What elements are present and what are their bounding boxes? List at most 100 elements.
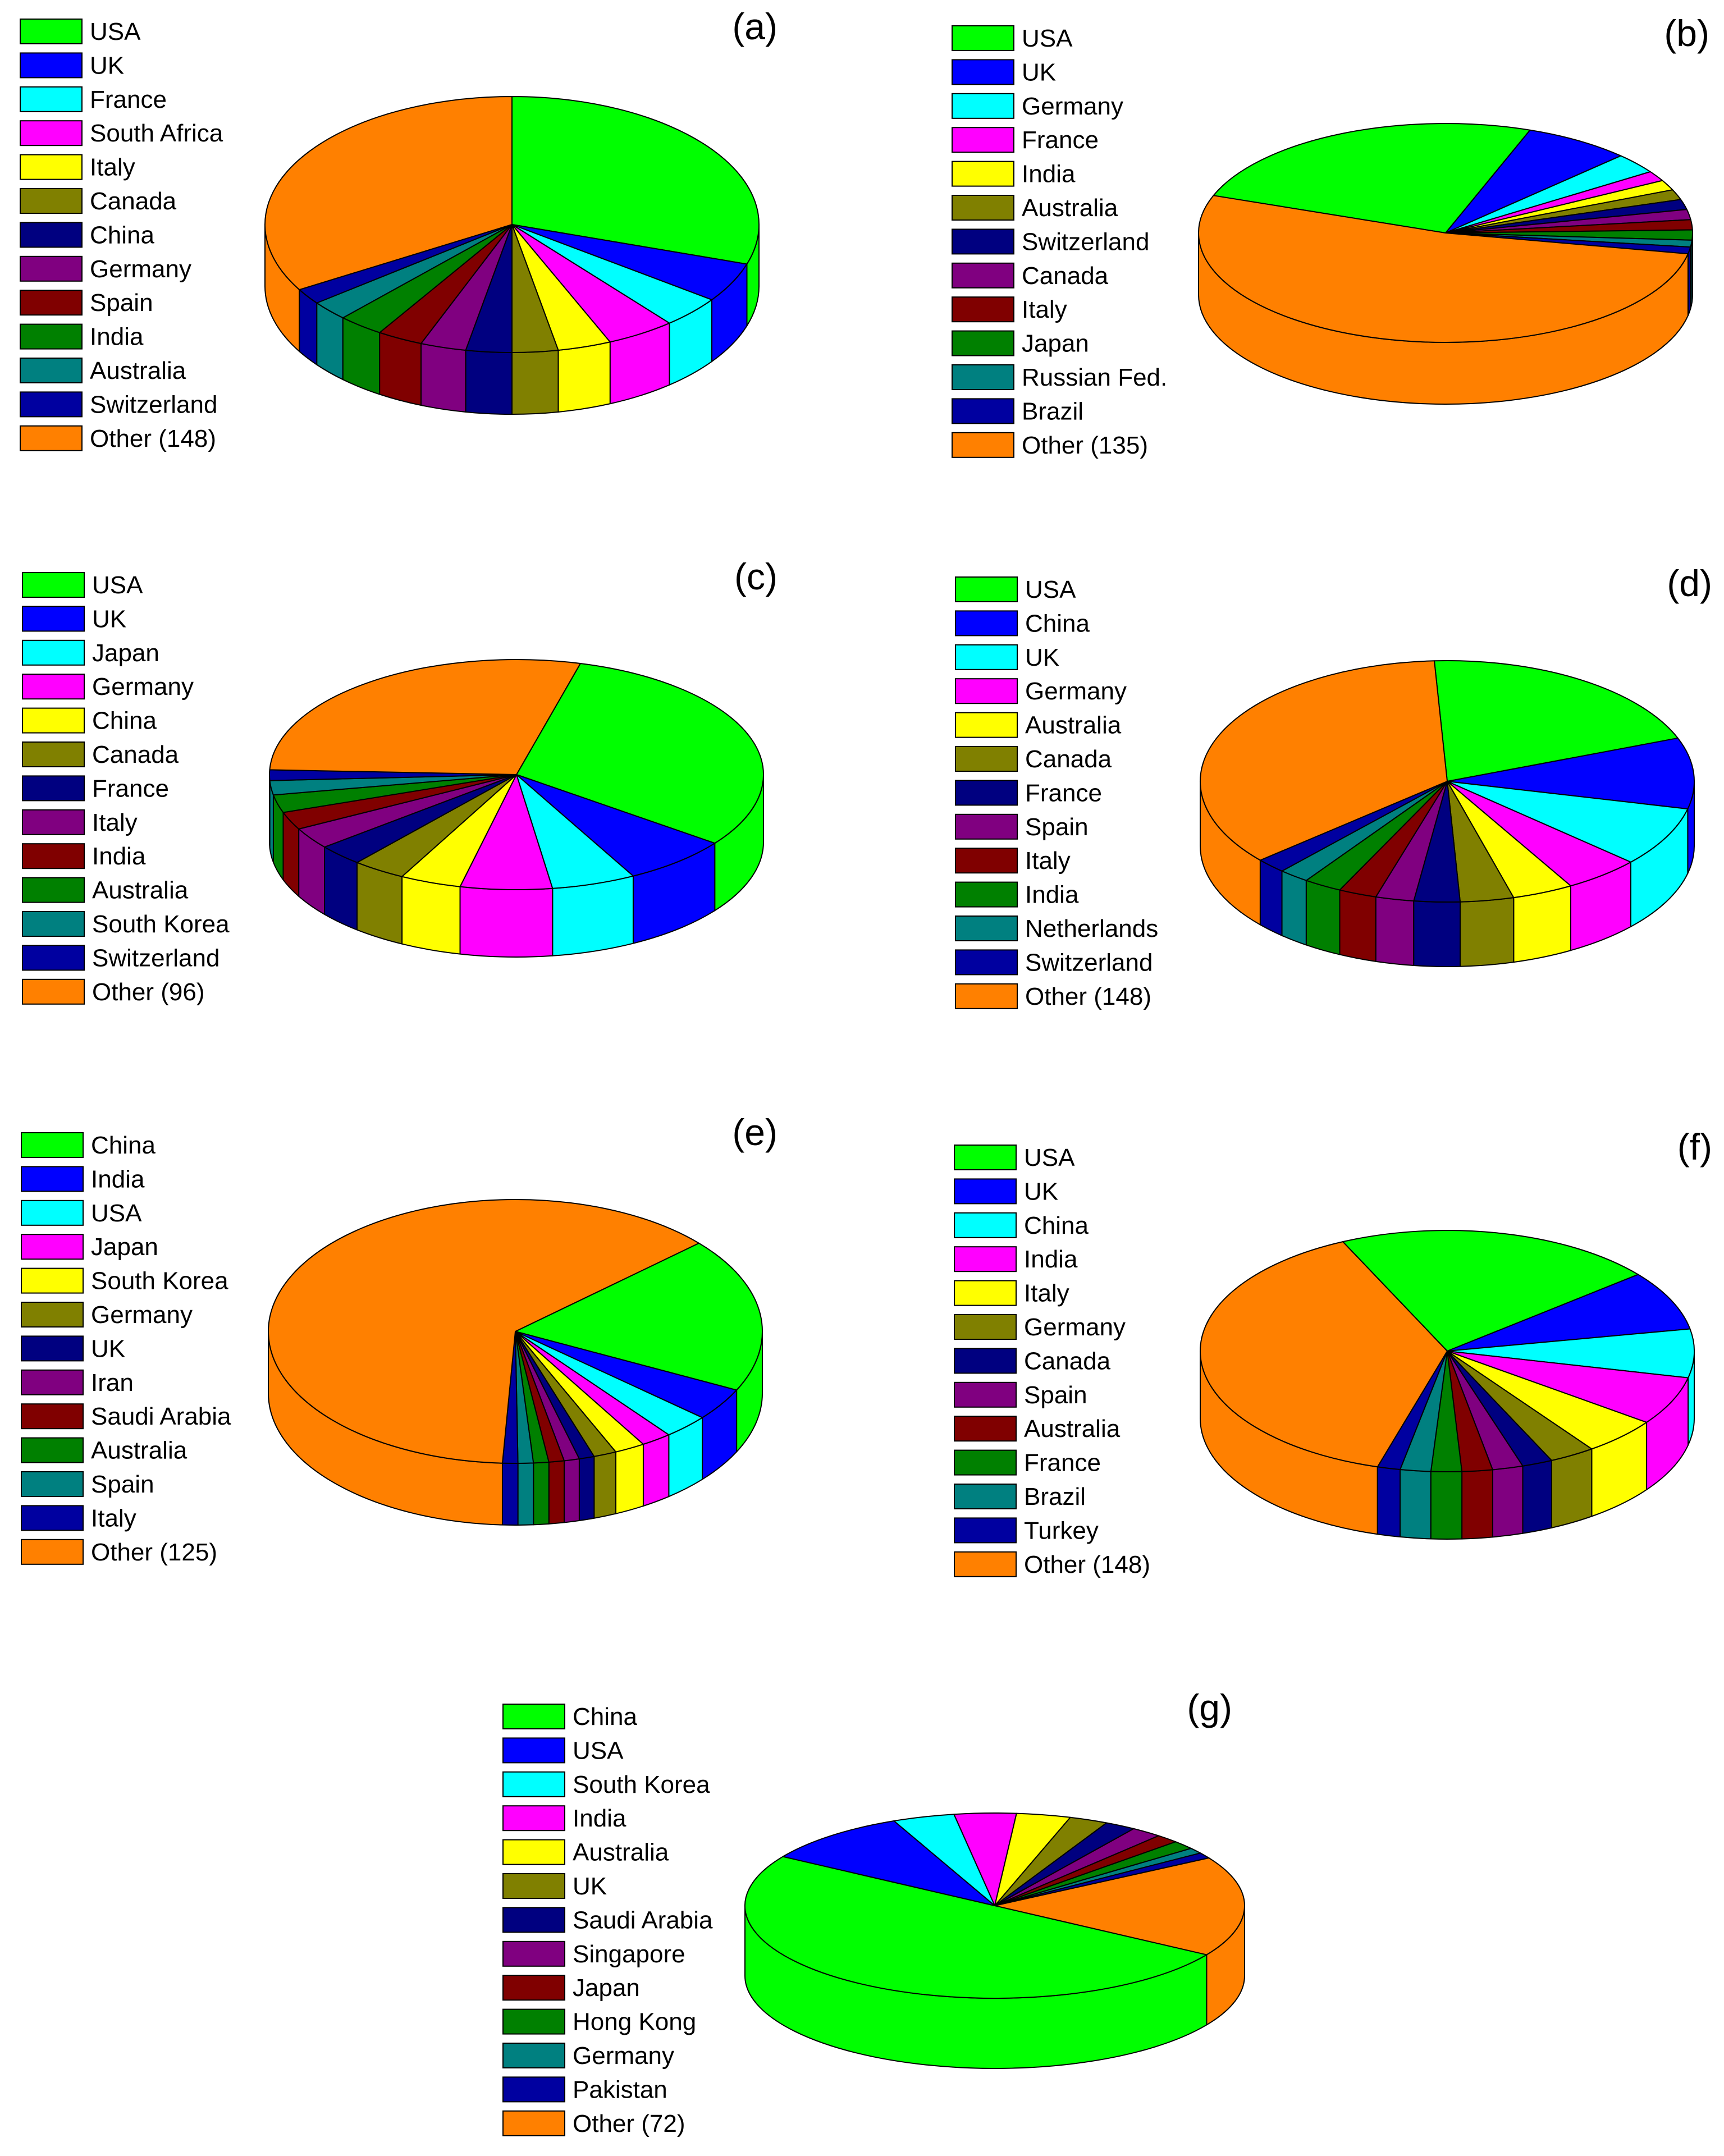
panel-g-legend-swatch-uk [502,1873,565,1899]
panel-a-legend-label-other-148: Other (148) [90,425,216,452]
panel-f-slice-india [1447,1351,1689,1423]
panel-d-legend-label-italy: Italy [1025,847,1071,875]
panel-f-legend-label-uk: UK [1024,1178,1058,1205]
panel-d-legend-swatch-germany [955,678,1018,704]
panel-d-slice-other-148 [1199,660,1448,861]
panel-d-legend-label-uk: UK [1025,644,1059,671]
panel-a-legend-label-italy: Italy [90,154,135,181]
panel-b-legend-label-india: India [1022,161,1076,188]
panel-b-legend-label-usa: USA [1022,25,1073,52]
panel-f-legend-label-turkey: Turkey [1024,1517,1099,1544]
panel-c-legend-swatch-india [22,843,85,869]
panel-f-legend-swatch-australia [954,1416,1017,1442]
panel-e-legend-swatch-italy [21,1505,84,1531]
panel-d-label: (d) [1667,562,1712,604]
panel-e-legend-label-uk: UK [91,1335,125,1362]
panel-f-chart: USA UK China India Italy Germany Canada Spain Au… [954,1126,1712,1578]
panel-a-legend-swatch-other-148 [20,425,83,451]
panel-d-legend-swatch-australia [955,712,1018,738]
panel-c-legend-swatch-usa [22,572,85,598]
panel-a-side-canada [511,349,559,415]
panel-f-slice-other-148 [1200,1241,1448,1468]
panel-b-legend-label-switzerland: Switzerland [1022,228,1149,255]
panel-a-legend-swatch-india [20,323,83,350]
panel-c-slice-germany [459,774,554,890]
panel-c-legend-label-usa: USA [92,571,143,599]
panel-a-legend-swatch-canada [20,188,83,214]
panel-a-legend-swatch-germany [20,255,83,282]
panel-c-legend-label-germany: Germany [92,673,194,701]
panel-g-legend-label-hong-kong: Hong Kong [573,2008,696,2036]
panel-c-legend-label-south-korea: South Korea [92,910,230,938]
panel-b-legend-label-canada: Canada [1022,262,1109,290]
panel-e-side-italy [501,1462,519,1526]
panel-c-legend-swatch-italy [22,809,85,835]
panel-b-legend-label-japan: Japan [1022,330,1089,358]
panel-d-legend-label-canada: Canada [1025,745,1112,773]
panel-c-legend-label-australia: Australia [92,877,189,904]
panel-d-legend-swatch-uk [955,644,1018,670]
panel-c-slice-japan [516,774,634,889]
panel-a-legend-label-india: India [90,323,144,351]
panel-b-legend-label-other-135: Other (135) [1022,432,1148,459]
panel-f-label: (f) [1677,1126,1712,1168]
panel-c-legend-swatch-canada [22,741,85,767]
panel-b-slice-uk [1445,129,1622,234]
panel-d-slice-usa [1433,660,1679,782]
panel-g-legend-swatch-china [502,1704,565,1729]
panel-c-pie-top [269,659,764,890]
panel-b-legend-swatch-canada [952,262,1014,289]
panel-b-legend-label-australia: Australia [1022,194,1118,222]
panel-f-legend-label-australia: Australia [1024,1415,1121,1443]
panel-c-slice-other-96 [269,659,581,775]
panel-g-legend-swatch-usa [502,1737,565,1764]
panel-f-legend-label-canada: Canada [1024,1347,1111,1375]
panel-f-slice-china [1447,1328,1695,1379]
panel-e-legend-swatch-spain [21,1471,84,1497]
panel-a-side-china [465,349,513,415]
panel-d-legend-label-netherlands: Netherlands [1025,915,1158,942]
panel-f-side-france [1430,1471,1463,1540]
panel-c-legend-swatch-other-96 [22,978,85,1005]
panel-g-slice-china [744,1856,1208,1999]
panel-f-legend-swatch-canada [954,1348,1017,1374]
panel-d-legend-label-india: India [1025,881,1079,909]
panel-f-legend-label-france: France [1024,1449,1101,1477]
panel-d-legend: USA China UK Germany Australia Canada France Sp… [955,576,1158,1010]
panel-e-side-germany [593,1451,616,1519]
panel-g-legend-swatch-pakistan [502,2076,565,2103]
panel-e-legend-label-italy: Italy [91,1504,136,1532]
panel-e-legend-label-usa: USA [91,1200,142,1227]
panel-g-legend-swatch-hong-kong [502,2008,565,2035]
panel-b-chart: USA UK Germany France India Australia Switzerl… [952,12,1709,459]
panel-a-legend-swatch-spain [20,290,83,316]
panel-d-side-spain [1375,896,1415,967]
panel-f-legend-swatch-germany [954,1314,1017,1340]
panel-d-side-netherlands [1281,870,1307,946]
panel-c-legend-label-canada: Canada [92,741,179,768]
panel-a-legend-label-south-africa: South Africa [90,120,223,147]
panel-d-legend-label-usa: USA [1025,576,1076,603]
panel-d-legend-label-france: France [1025,779,1102,807]
panel-d-slice-china [1447,737,1695,810]
panel-g-legend-label-australia: Australia [573,1839,669,1866]
panel-a-legend-label-uk: UK [90,52,124,79]
panel-c-legend-label-switzerland: Switzerland [92,944,219,972]
panel-c-legend-label-japan: Japan [92,639,159,667]
panel-a-legend-label-spain: Spain [90,289,153,317]
panel-e-legend-label-australia: Australia [91,1437,188,1464]
panel-e-side-japan [642,1434,670,1507]
panel-d-legend-swatch-italy [955,848,1018,874]
panel-e-legend-label-japan: Japan [91,1233,158,1261]
panel-f-legend-swatch-italy [954,1280,1017,1306]
panel-b-legend: USA UK Germany France India Australia Switzerl… [952,25,1167,459]
panel-a-slice-usa [511,96,760,265]
panel-a-legend: USA UK France South Africa Italy Canada China G… [20,18,223,452]
panel-f-legend-label-india: India [1024,1246,1078,1273]
panel-e-side-spain [517,1462,534,1526]
panel-e-label: (e) [732,1111,778,1153]
panel-e-chart: China India USA Japan South Korea Germany UK Ir… [21,1111,778,1566]
panel-d-side-india [1305,880,1341,955]
panel-b-legend-label-germany: Germany [1022,93,1123,120]
